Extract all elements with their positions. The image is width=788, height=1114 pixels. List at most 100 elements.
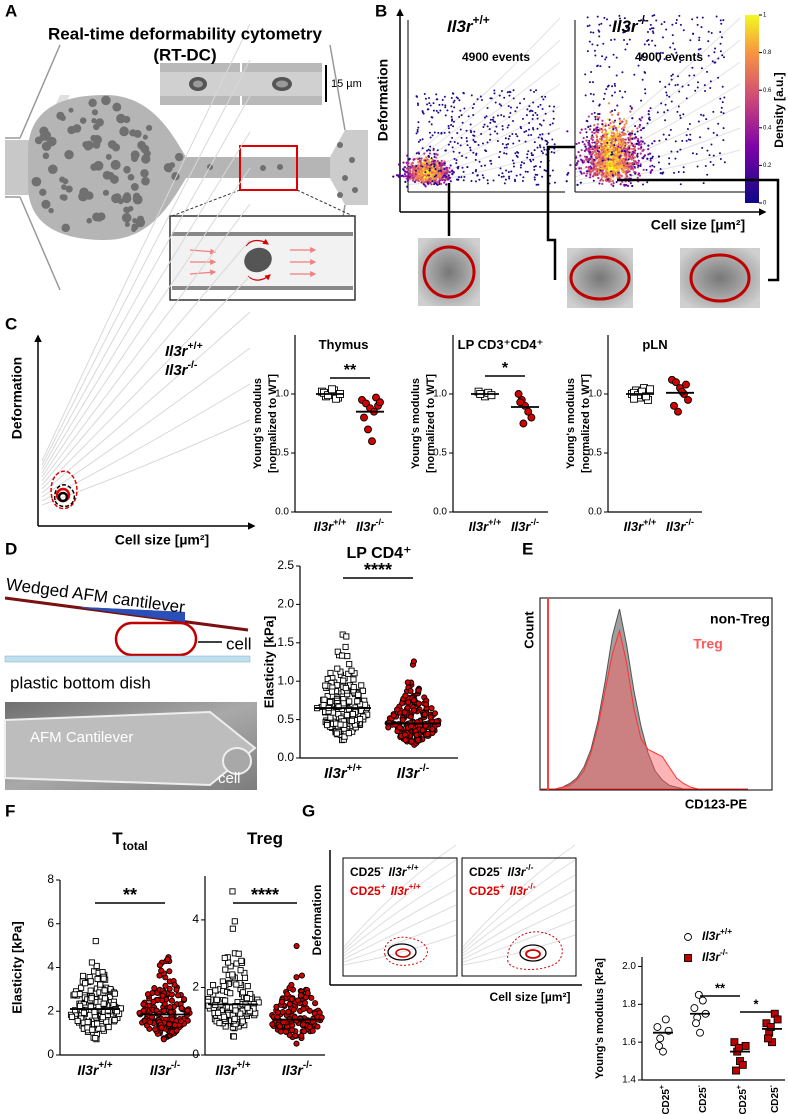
density-point (719, 42, 722, 45)
density-point (664, 103, 667, 106)
y-axis-label: Young's modulus [kPa] (594, 958, 606, 1079)
density-point (702, 114, 705, 117)
density-point (520, 161, 523, 164)
data-point (156, 962, 163, 969)
density-point (628, 146, 631, 149)
data-point (140, 1001, 147, 1008)
chip-cell (101, 95, 111, 106)
category-label-part: Il3r (469, 519, 489, 534)
density-point (539, 103, 542, 106)
density-point (398, 173, 401, 177)
density-point (606, 117, 609, 121)
density-point (611, 179, 615, 183)
data-point (405, 699, 412, 706)
density-point (423, 92, 426, 95)
density-point (536, 146, 539, 149)
density-point (480, 132, 483, 135)
density-point (610, 153, 613, 156)
data-point (111, 990, 118, 997)
density-point (630, 142, 633, 145)
density-point (638, 174, 642, 177)
category-label-part: +/+ (333, 517, 346, 527)
data-point (659, 1047, 667, 1056)
density-point (405, 161, 408, 164)
chip-cell (112, 102, 122, 112)
density-point (478, 178, 481, 181)
density-point (624, 150, 627, 153)
density-point (679, 183, 682, 186)
density-point (427, 172, 430, 175)
density-point (607, 140, 611, 143)
density-point (591, 175, 595, 178)
density-point (698, 39, 701, 42)
data-point (230, 1033, 237, 1040)
density-point (485, 115, 488, 118)
data-point (161, 1007, 168, 1014)
density-point (439, 182, 443, 186)
density-point (624, 158, 627, 161)
data-point (328, 385, 336, 394)
density-point (640, 54, 643, 57)
density-point (722, 56, 725, 59)
isoline (41, 23, 251, 462)
density-point (404, 174, 408, 178)
density-point (511, 159, 514, 162)
data-point (178, 1005, 185, 1012)
legend-label-part: Il3r (165, 362, 189, 379)
chip-cell (59, 194, 66, 201)
density-point (430, 183, 433, 186)
density-point (444, 149, 447, 152)
density-point (621, 162, 624, 165)
density-point (438, 177, 442, 180)
colorbar-tick-label: 0.2 (763, 163, 772, 169)
point-cloud (269, 942, 325, 1047)
data-point (292, 1032, 299, 1039)
contour-plots-g (329, 844, 582, 986)
density-point (527, 134, 530, 137)
y-tick-label: 1.0 (277, 673, 294, 687)
density-point (624, 90, 627, 93)
density-point (609, 149, 612, 152)
data-point (327, 698, 334, 706)
category-label-part: Il3r (624, 519, 644, 534)
chip-cell (79, 117, 87, 124)
density-point (505, 143, 508, 146)
density-point (587, 161, 590, 164)
chip-cell (142, 134, 148, 140)
density-point (625, 119, 628, 123)
density-point (453, 157, 456, 160)
density-point (675, 22, 678, 25)
density-point (412, 165, 415, 168)
density-point (603, 174, 606, 177)
density-point (527, 128, 530, 131)
density-point (583, 149, 587, 153)
density-point (614, 126, 617, 129)
density-point (650, 157, 653, 160)
density-point (591, 141, 594, 144)
density-point (719, 97, 722, 100)
data-point (324, 675, 331, 683)
density-point (591, 81, 594, 84)
density-point (535, 89, 538, 92)
data-point (97, 981, 104, 988)
density-point (621, 71, 624, 74)
density-point (526, 170, 529, 173)
density-point (605, 136, 609, 139)
density-point (547, 132, 550, 135)
data-point (166, 1021, 173, 1028)
density-point (595, 144, 599, 147)
category-label: Il3r+/+ (469, 517, 502, 534)
density-point (545, 140, 548, 143)
data-point (343, 633, 350, 640)
density-point (633, 161, 636, 164)
density-point (461, 121, 464, 124)
density-point (649, 159, 652, 162)
density-point (507, 124, 510, 127)
density-point (534, 173, 537, 176)
density-point (596, 15, 599, 18)
density-point (640, 136, 643, 139)
density-point (599, 140, 602, 143)
density-point (463, 175, 466, 178)
density-point (583, 143, 586, 146)
density-point (649, 152, 652, 155)
